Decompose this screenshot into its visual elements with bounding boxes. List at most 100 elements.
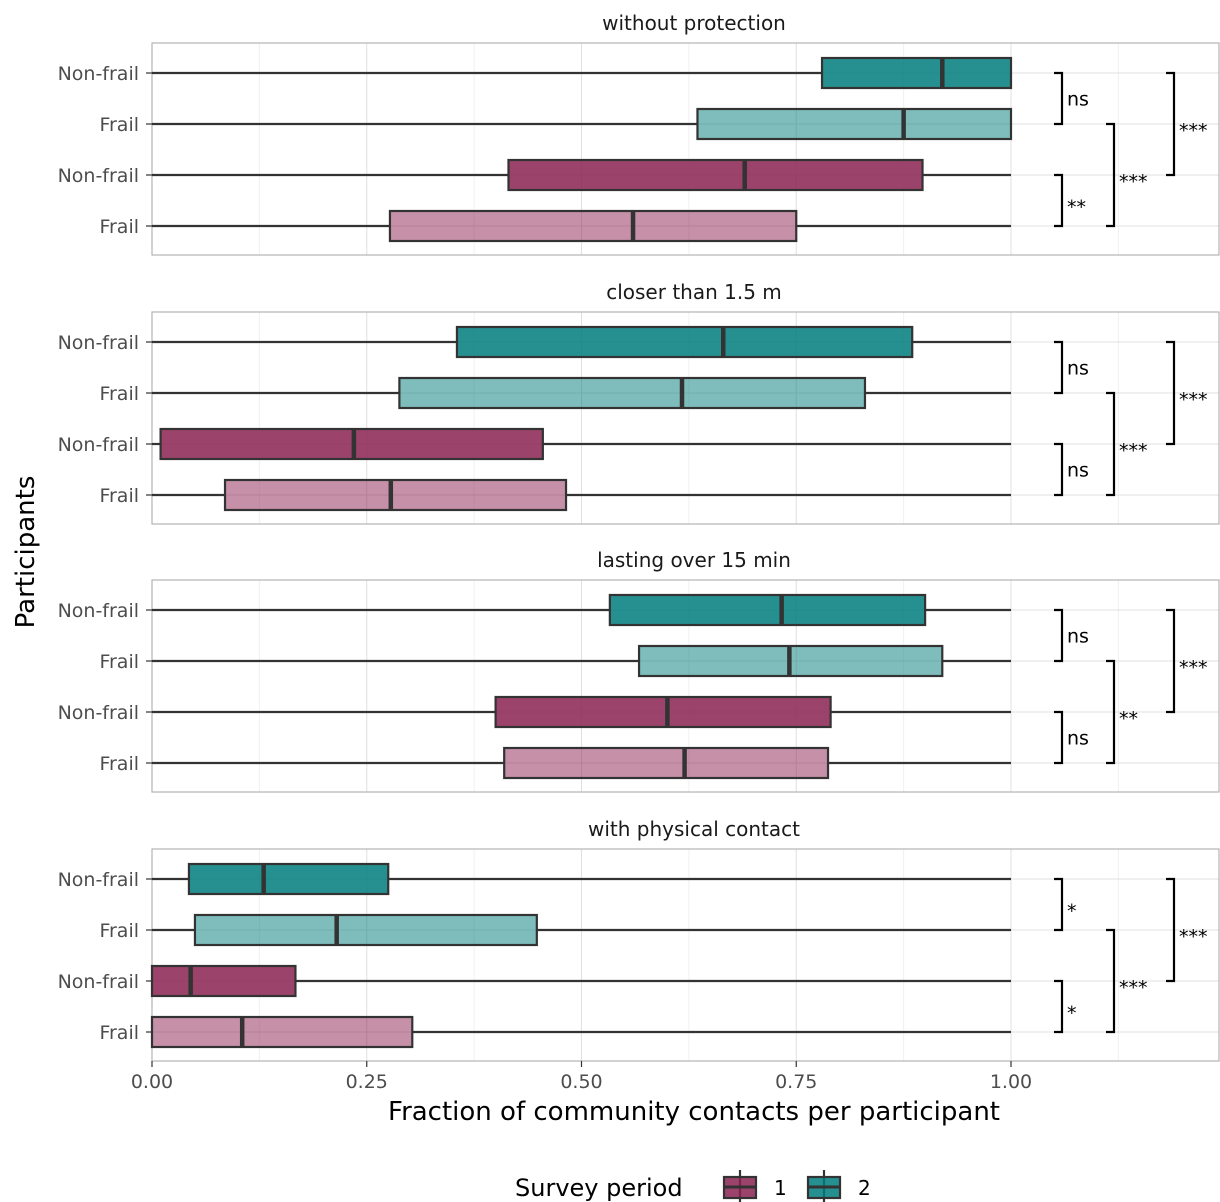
box: Non-frail [58,325,1011,359]
significance-bracket: ns [1054,340,1089,395]
box-iqr [503,746,830,780]
y-tick-label: Frail [99,753,139,775]
significance-label: *** [1179,657,1208,679]
panel: with physical contact Non-frail Frail Non-f… [58,817,1220,1062]
y-tick-label: Frail [99,383,139,405]
significance-bracket: ns [1054,442,1089,497]
significance-bracket: ns [1054,710,1089,765]
bracket-line [1054,877,1064,932]
bracket-line [1106,928,1116,1034]
box-iqr [507,158,924,192]
significance-label: ns [1067,358,1089,380]
significance-label: ns [1067,728,1089,750]
box: Non-frail [58,862,1011,896]
legend: Survey period 1 2 [515,1170,871,1202]
y-tick-label: Non-frail [58,434,139,456]
y-tick-label: Non-frail [58,869,139,891]
significance-bracket: ns [1054,608,1089,663]
x-axis-title: Fraction of community contacts per parti… [388,1097,1000,1127]
significance-label: ns [1067,89,1089,111]
panel-title: with physical contact [588,817,800,841]
y-tick-label: Frail [99,485,139,507]
box-iqr [820,56,1013,90]
panel-border [151,579,1220,793]
box: Non-frail [58,158,1011,192]
x-tick-label: 0.25 [346,1071,388,1093]
box: Frail [99,107,1013,141]
bracket-line [1054,442,1064,497]
bracket-line [1166,608,1176,714]
panel-border [151,848,1220,1062]
box-iqr [187,862,390,896]
box-iqr [608,593,927,627]
panel: closer than 1.5 m Non-frail Frail Non-frail… [58,280,1220,525]
box: Frail [99,1015,1011,1049]
significance-bracket: *** [1106,391,1148,497]
y-tick-label: Frail [99,920,139,942]
significance-bracket: ** [1054,173,1086,228]
significance-label: * [1067,901,1077,923]
box: Non-frail [58,695,1011,729]
box-iqr [455,325,914,359]
significance-label: *** [1179,926,1208,948]
x-tick-label: 1.00 [990,1071,1032,1093]
box: Frail [99,913,1011,947]
panel-border [151,311,1220,525]
box: Frail [99,746,1011,780]
bracket-line [1054,173,1064,228]
y-tick-label: Non-frail [58,63,139,85]
significance-bracket: ns [1054,71,1089,126]
panel-title: lasting over 15 min [597,548,791,572]
significance-bracket: *** [1166,877,1208,983]
x-tick-label: 0.50 [560,1071,602,1093]
box: Frail [99,478,1011,512]
box-iqr [398,376,867,410]
significance-bracket: *** [1166,608,1208,714]
y-tick-label: Frail [99,216,139,238]
y-tick-label: Frail [99,1022,139,1044]
significance-label: ** [1067,197,1086,219]
box-iqr [696,107,1013,141]
significance-bracket: *** [1106,122,1148,228]
y-tick-label: Non-frail [58,600,139,622]
significance-bracket: *** [1166,71,1208,177]
significance-bracket: * [1054,979,1077,1034]
panels-layer: without protection Non-frail Frail Non-frai… [58,11,1220,1062]
x-tick-label: 0.00 [131,1071,173,1093]
significance-label: ** [1119,708,1138,730]
significance-bracket: * [1054,877,1077,932]
box-iqr [494,695,832,729]
bracket-line [1106,659,1116,765]
box-iqr [193,913,538,947]
significance-label: *** [1179,120,1208,142]
x-tick-label: 0.75 [775,1071,817,1093]
legend-label: 2 [858,1176,871,1200]
legend-item: 2 [806,1170,871,1202]
box-iqr [388,209,798,243]
y-tick-label: Frail [99,651,139,673]
y-tick-label: Non-frail [58,702,139,724]
significance-bracket: *** [1106,928,1148,1034]
bracket-line [1166,340,1176,446]
bracket-line [1166,877,1176,983]
significance-label: *** [1119,440,1148,462]
box: Frail [99,376,1011,410]
box: Non-frail [58,56,1013,90]
y-tick-label: Frail [99,114,139,136]
legend-label: 1 [774,1176,787,1200]
bracket-line [1054,710,1064,765]
box: Non-frail [58,964,1011,998]
box: Frail [99,644,1011,678]
significance-label: ns [1067,626,1089,648]
box: Frail [99,209,1011,243]
x-axis: 0.00 0.25 0.50 0.75 1.00 [131,1061,1032,1093]
panel-title: without protection [602,11,786,35]
box-iqr [150,1015,414,1049]
panel-border [151,42,1220,256]
bracket-line [1054,71,1064,126]
box-iqr [150,964,297,998]
bracket-line [1054,979,1064,1034]
bracket-line [1054,340,1064,395]
bracket-line [1106,391,1116,497]
